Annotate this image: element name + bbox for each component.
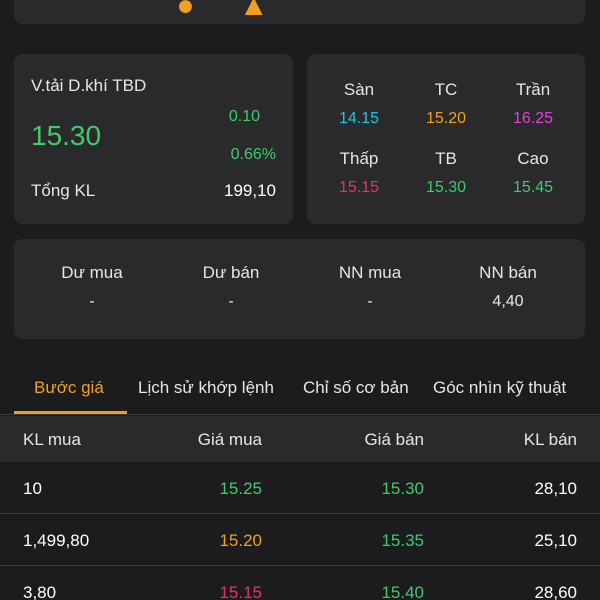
level-value: 15.30 (425, 179, 467, 196)
tabs-divider (0, 414, 600, 415)
surplus-label: NN bán (479, 263, 537, 282)
ask-price: 15.35 (381, 531, 424, 550)
level-low: Thấp 15.15 (319, 149, 399, 197)
active-tab-indicator (14, 411, 127, 414)
bid-price: 15.20 (219, 531, 262, 550)
foreign-buy: NN mua - (300, 263, 440, 311)
order-surplus-card: Dư mua - Dư bán - NN mua - NN bán 4,40 (14, 239, 585, 339)
header-bid-price: Giá mua (197, 430, 262, 449)
surplus-value: 4,40 (492, 293, 524, 310)
foreign-sell: NN bán 4,40 (438, 263, 578, 311)
header-ask-price: Giá bán (364, 430, 424, 449)
total-volume-value: 199,10 (224, 181, 276, 200)
tab-match-history[interactable]: Lịch sử khớp lệnh (138, 378, 274, 397)
table-row: 10 15.25 15.30 28,10 (0, 463, 600, 514)
surplus-value: - (228, 293, 234, 310)
current-price: 15.30 (31, 120, 102, 151)
header-ask-volume: KL bán (523, 430, 577, 449)
header-partial-glyphs: ▔ ● ▲ (109, 0, 287, 22)
level-value: 16.25 (512, 110, 554, 127)
level-value: 14.15 (338, 110, 380, 127)
tab-fundamentals[interactable]: Chỉ số cơ bản (303, 378, 409, 397)
level-label: Trần (515, 80, 551, 99)
tab-price-steps[interactable]: Bước giá (34, 378, 104, 397)
level-floor: Sàn 14.15 (319, 80, 399, 128)
surplus-buy: Dư mua - (22, 263, 162, 311)
surplus-label: Dư bán (202, 263, 260, 282)
order-book-header: KL mua Giá mua Giá bán KL bán (0, 416, 600, 462)
detail-tabs: Bước giá Lịch sử khớp lệnh Chỉ số cơ bản… (0, 366, 600, 416)
ask-volume: 25,10 (534, 531, 577, 550)
price-levels-card: Sàn 14.15 TC 15.20 Trần 16.25 Thấp 15.15… (307, 54, 585, 224)
tab-technical-view[interactable]: Góc nhìn kỹ thuật (433, 378, 567, 397)
level-label: TC (434, 80, 458, 99)
bid-price: 15.15 (219, 583, 262, 600)
header-card: ▔ ● ▲ (14, 0, 585, 24)
ask-price: 15.30 (381, 479, 424, 498)
level-average: TB 15.30 (406, 149, 486, 197)
stock-name: V.tải D.khí TBD (31, 76, 147, 95)
table-row: 3,80 15.15 15.40 28,60 (0, 567, 600, 600)
surplus-sell: Dư bán - (161, 263, 301, 311)
ask-volume: 28,60 (534, 583, 577, 600)
bid-volume: 3,80 (23, 583, 57, 600)
level-label: TB (435, 149, 457, 168)
level-label: Thấp (339, 149, 379, 168)
surplus-value: - (367, 293, 373, 310)
bid-volume: 10 (23, 479, 42, 498)
surplus-value: - (89, 293, 95, 310)
level-high: Cao 15.45 (493, 149, 573, 197)
surplus-label: NN mua (338, 263, 402, 282)
level-label: Cao (517, 149, 549, 168)
level-value: 15.45 (512, 179, 554, 196)
total-volume-label: Tổng KL (31, 181, 96, 200)
price-change-percent: 0.66% (230, 146, 276, 163)
table-row: 1,499,80 15.20 15.35 25,10 (0, 515, 600, 566)
header-bid-volume: KL mua (23, 430, 81, 449)
level-ceiling: Trần 16.25 (493, 80, 573, 128)
level-value: 15.15 (338, 179, 380, 196)
stock-summary-card: V.tải D.khí TBD 15.30 0.10 0.66% Tổng KL… (14, 54, 293, 224)
ask-volume: 28,10 (534, 479, 577, 498)
bid-volume: 1,499,80 (23, 531, 90, 550)
level-value: 15.20 (425, 110, 467, 127)
price-change: 0.10 (228, 108, 260, 125)
level-label: Sàn (343, 80, 375, 99)
level-reference: TC 15.20 (406, 80, 486, 128)
surplus-label: Dư mua (61, 263, 123, 282)
bid-price: 15.25 (219, 479, 262, 498)
ask-price: 15.40 (381, 583, 424, 600)
